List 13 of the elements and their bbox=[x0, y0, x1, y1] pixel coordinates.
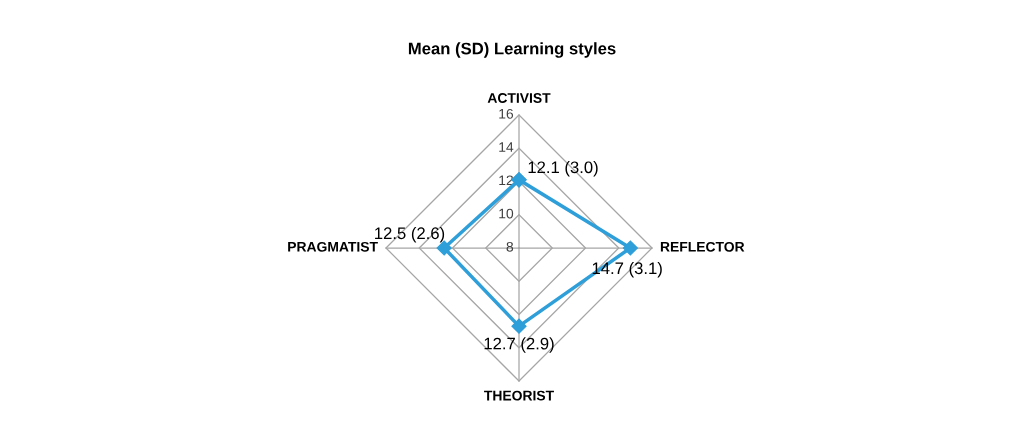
y-tick-label: 14 bbox=[499, 142, 514, 152]
y-tick-label: 12 bbox=[499, 175, 513, 186]
y-tick-label: 8 bbox=[506, 241, 514, 252]
spoke-label: ACTIVIST bbox=[487, 93, 551, 103]
spoke-label: THEORIST bbox=[484, 390, 554, 401]
data-label: 12.5 (2.6) bbox=[375, 226, 445, 243]
chart-title: Mean (SD) Learning styles bbox=[408, 42, 616, 58]
spoke-label: REFLECTOR bbox=[660, 241, 745, 252]
data-label: 12.1 (3.0) bbox=[528, 160, 598, 177]
data-label: 12.7 (2.9) bbox=[484, 337, 554, 353]
y-tick-label: 16 bbox=[499, 108, 514, 119]
y-tick-label: 10 bbox=[499, 208, 514, 219]
spoke-label: PRAGMATIST bbox=[288, 241, 378, 252]
